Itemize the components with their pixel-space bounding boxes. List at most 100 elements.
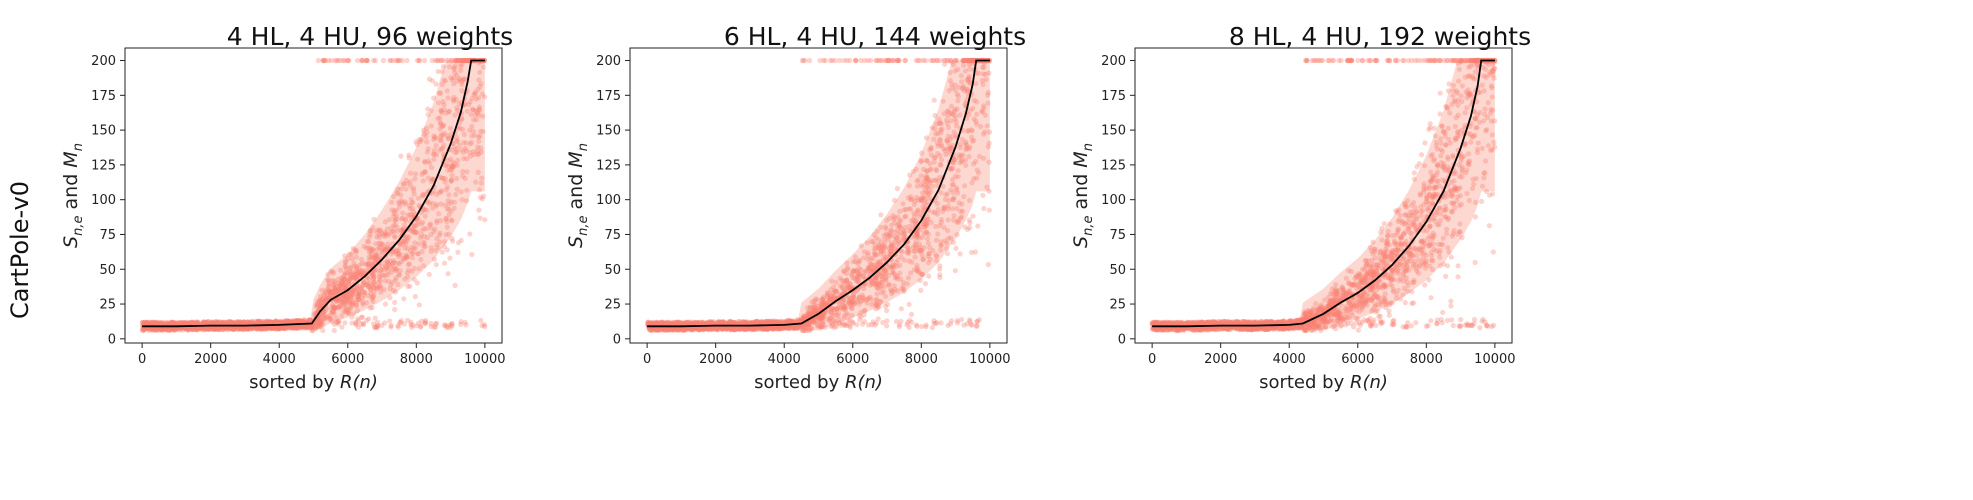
sample-point [910,221,916,227]
sample-point [446,201,452,207]
sample-point [459,115,465,121]
sample-point [283,324,289,330]
sample-point [938,121,944,127]
sample-point [296,318,302,324]
sample-point [276,325,282,331]
sample-point [857,272,863,278]
sample-point [269,325,275,331]
sample-point [720,320,726,326]
sample-point [337,283,343,289]
sample-point [741,319,748,326]
sample-point [889,244,895,250]
sample-point [447,255,453,261]
sample-point [912,198,918,204]
sample-point [960,85,966,91]
sample-point [231,325,237,331]
sample-point [814,297,820,303]
sample-point [416,302,422,308]
sample-point [845,312,851,318]
sample-point [273,319,279,325]
sample-point [924,174,930,180]
sample-point [877,299,883,305]
sample-point [891,271,897,277]
sample-point [437,230,443,236]
sample-point [328,289,335,295]
sample-point [341,282,347,288]
sample-point [472,91,478,97]
sample-point [878,298,884,304]
sample-point [443,232,449,238]
sample-point [955,66,961,72]
sample-point [378,267,384,273]
sample-point [892,220,898,226]
sample-point [854,287,860,293]
sample-point [469,251,475,258]
sample-point [965,57,972,64]
sample-point [963,139,969,145]
sample-point [276,319,282,325]
sample-point [416,266,422,272]
sample-point [981,131,987,137]
sample-point [901,286,907,293]
sample-point [742,320,748,326]
sample-point [332,287,338,293]
sample-point [420,192,426,198]
sample-point [750,325,756,332]
x-tick-label: 2000 [194,352,227,367]
sample-point [230,320,236,326]
sample-point [693,320,699,326]
sample-point [832,288,838,294]
sample-point [407,212,413,218]
sample-point [867,294,873,300]
sample-point [875,261,881,267]
sample-point [358,269,364,275]
sample-point [164,327,170,333]
sample-point [925,183,931,189]
sample-point [189,320,195,326]
sample-point [184,319,190,325]
sample-point [368,255,374,261]
sample-point [281,319,287,325]
sample-point [804,305,811,311]
sample-point [312,310,318,316]
sample-point [871,264,878,271]
sample-point [341,277,347,283]
sample-point [706,327,713,333]
sample-point [934,57,940,64]
sample-point [965,57,971,64]
sample-point [764,325,770,332]
sample-point [934,320,940,326]
sample-point [927,256,933,262]
sample-point [166,326,172,332]
sample-point [141,326,147,332]
sample-point [359,57,365,64]
sample-point [295,319,301,325]
sample-point [800,315,806,321]
sample-point [923,187,929,193]
sample-point [652,320,658,326]
sample-point [401,182,407,188]
sample-point [399,227,405,233]
sample-point [236,325,243,331]
sample-point [478,149,484,155]
sample-point [416,57,423,64]
sample-point [740,325,746,331]
sample-point [370,298,376,304]
sample-point [354,264,360,270]
sample-point [217,327,223,333]
sample-point [358,271,364,277]
sample-point [765,319,771,325]
sample-point [872,281,878,288]
sample-point [928,145,934,151]
sample-point [353,299,360,306]
sample-point [265,319,271,325]
sample-point [969,57,976,64]
sample-point [306,324,312,330]
sample-point [275,325,281,331]
sample-point [381,272,387,278]
sample-point [371,279,377,285]
sample-point [213,326,219,332]
sample-point [334,57,340,64]
sample-point [950,189,956,195]
sample-point [206,326,212,332]
